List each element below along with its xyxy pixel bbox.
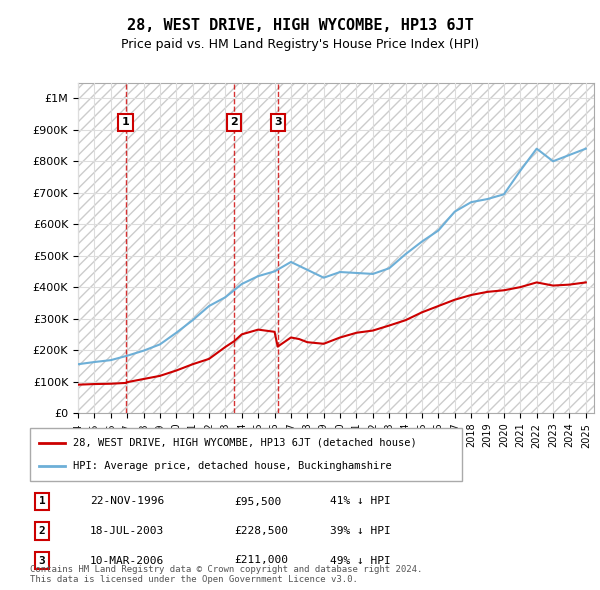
- Text: £211,000: £211,000: [234, 556, 288, 565]
- Text: 22-NOV-1996: 22-NOV-1996: [90, 497, 164, 506]
- FancyBboxPatch shape: [30, 428, 462, 481]
- Text: Contains HM Land Registry data © Crown copyright and database right 2024.
This d: Contains HM Land Registry data © Crown c…: [30, 565, 422, 584]
- Text: 10-MAR-2006: 10-MAR-2006: [90, 556, 164, 565]
- Text: HPI: Average price, detached house, Buckinghamshire: HPI: Average price, detached house, Buck…: [73, 461, 392, 471]
- Text: 2: 2: [230, 117, 238, 127]
- Text: 1: 1: [122, 117, 130, 127]
- Text: 41% ↓ HPI: 41% ↓ HPI: [330, 497, 391, 506]
- Text: Price paid vs. HM Land Registry's House Price Index (HPI): Price paid vs. HM Land Registry's House …: [121, 38, 479, 51]
- Text: 28, WEST DRIVE, HIGH WYCOMBE, HP13 6JT (detached house): 28, WEST DRIVE, HIGH WYCOMBE, HP13 6JT (…: [73, 438, 417, 448]
- Text: 28, WEST DRIVE, HIGH WYCOMBE, HP13 6JT: 28, WEST DRIVE, HIGH WYCOMBE, HP13 6JT: [127, 18, 473, 32]
- Text: £95,500: £95,500: [234, 497, 281, 506]
- Text: 49% ↓ HPI: 49% ↓ HPI: [330, 556, 391, 565]
- Text: 39% ↓ HPI: 39% ↓ HPI: [330, 526, 391, 536]
- Text: 18-JUL-2003: 18-JUL-2003: [90, 526, 164, 536]
- Text: 3: 3: [38, 556, 46, 565]
- Text: 2: 2: [38, 526, 46, 536]
- Text: 1: 1: [38, 497, 46, 506]
- Text: £228,500: £228,500: [234, 526, 288, 536]
- Text: 3: 3: [274, 117, 281, 127]
